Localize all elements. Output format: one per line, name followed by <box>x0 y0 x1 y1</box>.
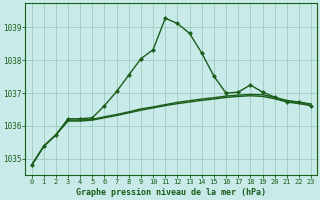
X-axis label: Graphe pression niveau de la mer (hPa): Graphe pression niveau de la mer (hPa) <box>76 188 266 197</box>
